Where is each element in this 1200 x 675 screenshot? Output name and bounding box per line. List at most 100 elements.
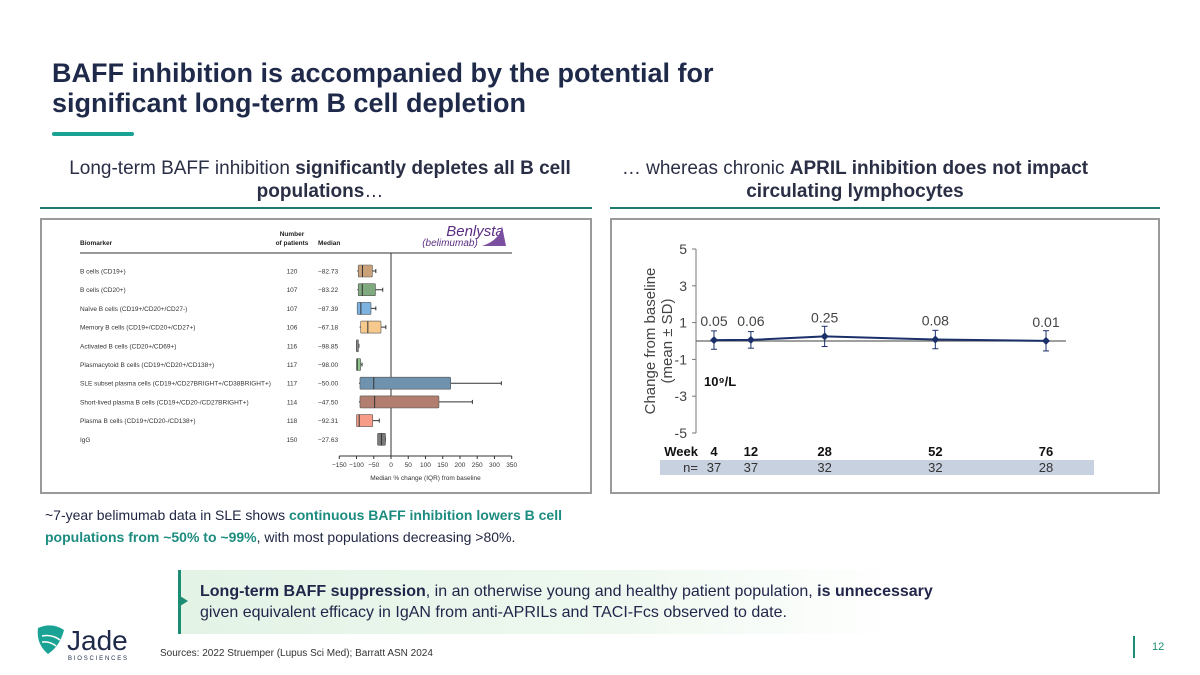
row-median: −67.18 (318, 325, 338, 332)
row-n: 116 (287, 343, 298, 350)
box (359, 395, 440, 409)
caption-tail: , with most populations decreasing >80%. (256, 529, 516, 545)
belimumab-boxplot: Biomarker Number of patients Median Benlysta… (80, 223, 518, 482)
right-heading-bold: APRIL inhibition does not impact circula… (746, 158, 1089, 202)
y-tick-label: -3 (675, 388, 688, 404)
right-heading-text: … whereas chronic (621, 158, 790, 179)
page-number: 12 (1152, 641, 1165, 653)
left-divider (40, 207, 592, 209)
callout-bold-2: is unnecessary (817, 583, 933, 600)
y-tick-label: -1 (675, 351, 688, 367)
y-tick-label: 3 (679, 278, 687, 294)
week-label: 52 (928, 444, 942, 459)
row-label: Memory B cells (CD19+/CD20+/CD27+) (80, 325, 195, 332)
row-n: 120 (287, 269, 298, 276)
row-median: −83.22 (318, 287, 338, 294)
x-tick-label: 50 (405, 462, 413, 469)
y-tick-label: -5 (675, 425, 688, 441)
row-n: 106 (287, 325, 298, 332)
x-tick-label: 150 (437, 462, 448, 469)
box (356, 414, 374, 427)
n-value: 28 (1039, 460, 1053, 475)
box (359, 376, 451, 390)
brand-swoosh-icon (482, 226, 506, 246)
row-median: −98.85 (318, 343, 338, 350)
data-point (746, 335, 755, 344)
header-patients-2: of patients (276, 240, 309, 247)
week-header: Week (664, 444, 698, 459)
row-label: B cells (CD20+) (80, 287, 126, 294)
logo-wordmark: Jade (67, 625, 128, 656)
row-n: 117 (287, 362, 298, 369)
left-caption: ~7-year belimumab data in SLE shows cont… (45, 504, 605, 548)
april-line-chart-panel: 5 3 1 -1 -3 -5 Change from baseline(mean ± SD)… (610, 218, 1160, 494)
sources-footnote: Sources: 2022 Struemper (Lupus Sci Med);… (160, 648, 433, 659)
week-label: 4 (710, 444, 718, 459)
row-label: IgG (80, 437, 90, 444)
box (357, 264, 373, 278)
callout-text: Long-term BAFF suppression, in an otherw… (200, 581, 1020, 623)
left-heading-bold: significantly depletes all B cell popula… (256, 158, 571, 202)
row-n: 117 (287, 381, 298, 388)
x-tick-label: 0 (389, 462, 393, 469)
page-title: BAFF inhibition is accompanied by the po… (52, 58, 812, 118)
row-label: B cells (CD19+) (80, 269, 126, 276)
n-value: 37 (744, 460, 758, 475)
x-tick-label: 350 (506, 462, 517, 469)
caption-highlight: continuous BAFF inhibition lowers B cell… (45, 507, 562, 545)
header-median: Median (318, 240, 340, 247)
callout-box (178, 570, 898, 634)
row-n: 118 (287, 418, 298, 425)
n-row-band (660, 460, 1094, 475)
x-axis-label: Median % change (IQR) from baseline (370, 475, 481, 482)
row-label: Naïve B cells (CD19+/CD20+/CD27-) (80, 306, 187, 313)
x-tick-label: 200 (455, 462, 466, 469)
callout-mid: , in an otherwise young and healthy pati… (425, 583, 818, 600)
row-median: −98.00 (318, 362, 338, 369)
callout-rest: given equivalent efficacy in IgAN from a… (200, 604, 787, 621)
unit-label: 10⁹/L (704, 374, 736, 389)
brand-name: Benlysta (446, 223, 504, 240)
n-value: 32 (928, 460, 942, 475)
x-tick-label: −50 (368, 462, 379, 469)
series-line (713, 335, 1047, 342)
data-label: 0.01 (1032, 314, 1059, 330)
data-label: 0.25 (811, 309, 838, 325)
x-tick-label: 300 (489, 462, 500, 469)
row-label: Plasmacytoid B cells (CD19+/CD20+/CD138+… (80, 362, 214, 369)
week-label: 76 (1039, 444, 1053, 459)
title-line-2: significant long-term B cell depletion (52, 88, 527, 118)
row-median: −87.39 (318, 306, 338, 313)
x-tick-label: 250 (472, 462, 483, 469)
right-divider (610, 207, 1160, 209)
x-tick-label: −150 (332, 462, 347, 469)
left-heading: Long-term BAFF inhibition significantly … (60, 157, 580, 203)
logo-tagline: BIOSCIENCES (68, 656, 129, 662)
week-label: 12 (744, 444, 758, 459)
jade-logo: Jade BIOSCIENCES (34, 622, 154, 667)
row-n: 150 (287, 437, 298, 444)
data-point (931, 335, 940, 344)
n-value: 37 (707, 460, 721, 475)
row-label: Activated B cells (CD20+/CD69+) (80, 343, 176, 350)
y-tick-label: 1 (679, 315, 687, 331)
row-n: 114 (287, 399, 298, 406)
y-axis-label: Change from baseline(mean ± SD) (642, 268, 676, 415)
left-heading-text: Long-term BAFF inhibition (69, 158, 296, 179)
row-label: SLE subset plasma cells (CD19+/CD27BRIGH… (80, 381, 271, 388)
caption-text: ~7-year belimumab data in SLE shows (45, 507, 289, 523)
data-label: 0.08 (922, 313, 949, 329)
jade-logo-mark-icon: Jade BIOSCIENCES (37, 625, 129, 662)
brand-generic: (belimumab) (422, 238, 478, 249)
y-tick-label: 5 (679, 241, 687, 257)
n-value: 32 (817, 460, 831, 475)
row-median: −47.50 (318, 399, 338, 406)
data-label: 0.05 (700, 313, 727, 329)
title-line-1: BAFF inhibition is accompanied by the po… (52, 58, 714, 88)
right-heading: … whereas chronic APRIL inhibition does … (600, 157, 1110, 203)
row-median: −82.73 (318, 269, 338, 276)
box (360, 320, 382, 334)
data-label: 0.06 (737, 313, 764, 329)
row-median: −50.00 (318, 381, 338, 388)
left-heading-ellipsis: … (364, 181, 384, 202)
